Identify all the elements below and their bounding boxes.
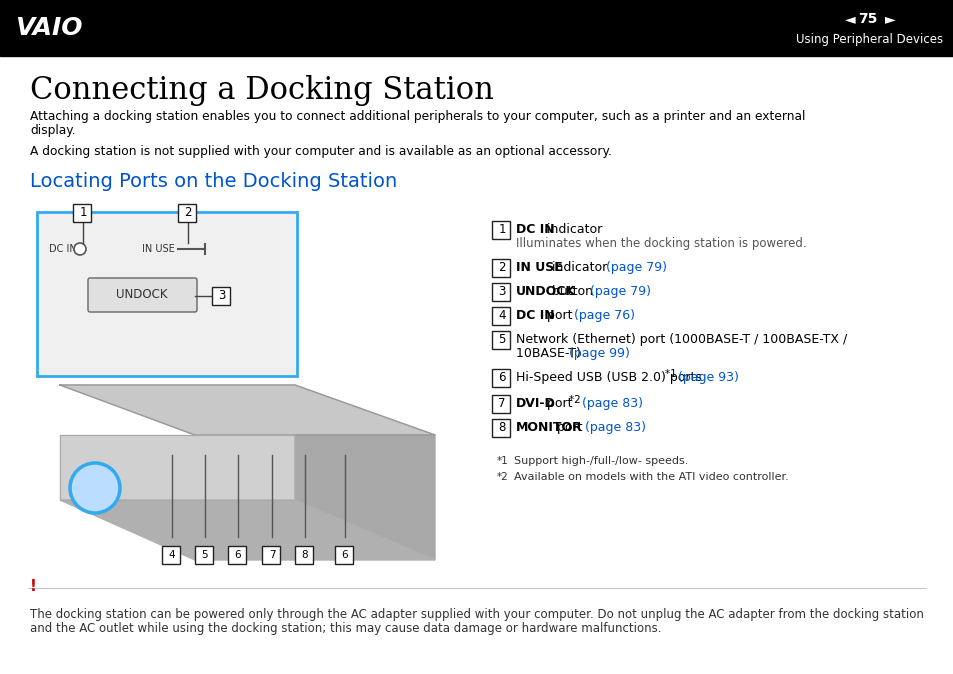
Text: 1: 1	[497, 223, 505, 236]
Text: 2: 2	[184, 206, 192, 219]
Text: (page 93): (page 93)	[678, 371, 738, 384]
Text: DC IN: DC IN	[49, 244, 77, 254]
FancyBboxPatch shape	[88, 278, 196, 312]
Polygon shape	[60, 435, 294, 500]
FancyBboxPatch shape	[162, 545, 180, 563]
FancyBboxPatch shape	[295, 545, 314, 563]
Text: 4: 4	[497, 309, 505, 322]
Circle shape	[70, 463, 120, 513]
FancyBboxPatch shape	[492, 419, 510, 437]
Text: 6: 6	[341, 549, 348, 559]
Text: Illuminates when the docking station is powered.: Illuminates when the docking station is …	[516, 237, 806, 250]
FancyBboxPatch shape	[492, 307, 510, 324]
Text: indicator: indicator	[547, 261, 611, 274]
Polygon shape	[60, 385, 435, 435]
Text: 5: 5	[201, 549, 208, 559]
Text: display.: display.	[30, 124, 75, 137]
Text: 3: 3	[497, 285, 505, 298]
Text: Connecting a Docking Station: Connecting a Docking Station	[30, 75, 494, 106]
Text: 8: 8	[497, 421, 505, 434]
Text: (page 83): (page 83)	[581, 397, 642, 410]
Circle shape	[74, 243, 86, 255]
Text: 2: 2	[497, 261, 505, 274]
FancyBboxPatch shape	[492, 369, 510, 386]
Text: port: port	[553, 421, 586, 434]
Text: (page 99): (page 99)	[569, 347, 629, 360]
Text: UNDOCK: UNDOCK	[516, 285, 576, 298]
Polygon shape	[294, 435, 435, 560]
Text: 75: 75	[858, 12, 877, 26]
Text: UNDOCK: UNDOCK	[116, 288, 168, 301]
Polygon shape	[60, 500, 435, 560]
Text: DC IN: DC IN	[516, 309, 554, 322]
Text: ►: ►	[884, 12, 895, 26]
Text: and the AC outlet while using the docking station; this may cause data damage or: and the AC outlet while using the dockin…	[30, 622, 660, 635]
Text: DC IN: DC IN	[516, 223, 554, 236]
Text: button: button	[547, 285, 597, 298]
FancyBboxPatch shape	[492, 282, 510, 301]
FancyBboxPatch shape	[492, 330, 510, 348]
Text: VAIO: VAIO	[15, 16, 82, 40]
Text: (page 83): (page 83)	[584, 421, 645, 434]
Text: 7: 7	[497, 397, 505, 410]
FancyBboxPatch shape	[262, 545, 280, 563]
Text: ◄: ◄	[844, 12, 855, 26]
Text: (page 76): (page 76)	[574, 309, 635, 322]
Text: Locating Ports on the Docking Station: Locating Ports on the Docking Station	[30, 172, 396, 191]
Text: *2: *2	[569, 395, 583, 405]
Text: 7: 7	[269, 549, 275, 559]
FancyBboxPatch shape	[492, 220, 510, 239]
Text: Support high-/full-/low- speeds.: Support high-/full-/low- speeds.	[514, 456, 688, 466]
Text: (page 79): (page 79)	[590, 285, 651, 298]
Text: A docking station is not supplied with your computer and is available as an opti: A docking station is not supplied with y…	[30, 145, 611, 158]
FancyBboxPatch shape	[335, 545, 354, 563]
FancyBboxPatch shape	[229, 545, 246, 563]
Text: 6: 6	[497, 371, 505, 384]
Text: *1: *1	[497, 456, 508, 466]
Text: 8: 8	[301, 549, 308, 559]
Text: indicator: indicator	[542, 223, 601, 236]
Text: 3: 3	[218, 289, 226, 302]
Text: port: port	[542, 397, 572, 410]
FancyBboxPatch shape	[195, 545, 213, 563]
Bar	[0, 0, 953, 56]
FancyBboxPatch shape	[73, 204, 91, 222]
Text: Available on models with the ATI video controller.: Available on models with the ATI video c…	[514, 472, 788, 482]
FancyBboxPatch shape	[178, 204, 196, 222]
Text: *2: *2	[497, 472, 508, 482]
FancyBboxPatch shape	[213, 286, 231, 305]
Text: !: !	[30, 579, 37, 594]
FancyBboxPatch shape	[492, 394, 510, 412]
Text: IN USE: IN USE	[516, 261, 562, 274]
Text: 10BASE-T): 10BASE-T)	[516, 347, 584, 360]
Text: *1: *1	[664, 369, 679, 379]
Text: IN USE: IN USE	[141, 244, 174, 254]
Text: Attaching a docking station enables you to connect additional peripherals to you: Attaching a docking station enables you …	[30, 110, 804, 123]
Text: Network (Ethernet) port (1000BASE-T / 100BASE-TX /: Network (Ethernet) port (1000BASE-T / 10…	[516, 333, 846, 346]
Text: MONITOR: MONITOR	[516, 421, 582, 434]
Text: Using Peripheral Devices: Using Peripheral Devices	[796, 32, 943, 46]
FancyBboxPatch shape	[37, 212, 296, 376]
Text: 5: 5	[497, 333, 505, 346]
Text: 6: 6	[234, 549, 241, 559]
Text: (page 79): (page 79)	[606, 261, 666, 274]
Text: Hi-Speed USB (USB 2.0) ports: Hi-Speed USB (USB 2.0) ports	[516, 371, 701, 384]
Text: DVI-D: DVI-D	[516, 397, 556, 410]
Text: 4: 4	[169, 549, 175, 559]
Text: The docking station can be powered only through the AC adapter supplied with you: The docking station can be powered only …	[30, 608, 923, 621]
Text: 1: 1	[79, 206, 87, 219]
FancyBboxPatch shape	[492, 259, 510, 276]
Text: port: port	[542, 309, 576, 322]
